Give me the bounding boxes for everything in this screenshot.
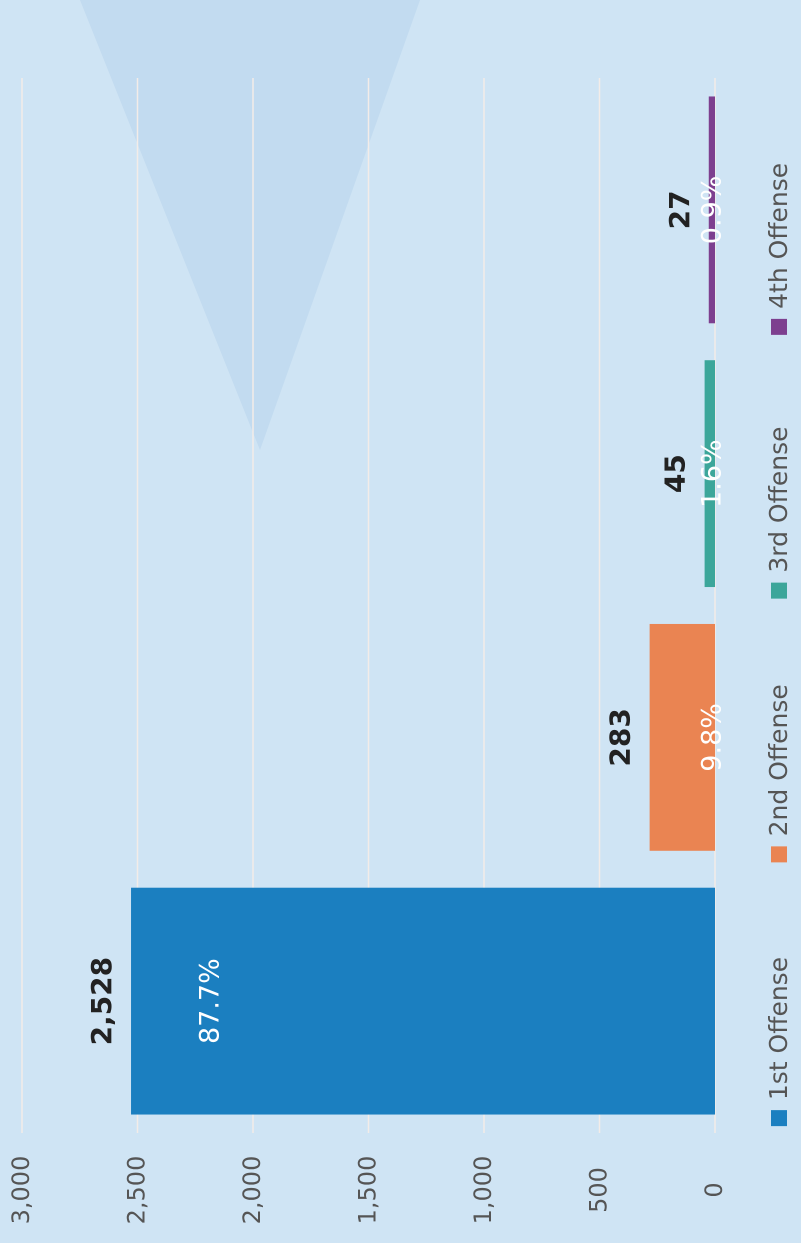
bar <box>131 887 716 1115</box>
value-label: 27 <box>663 190 696 229</box>
share-label: 1.6% <box>697 439 728 508</box>
legend-label: 4th Offense <box>764 163 793 309</box>
share-label: 9.8% <box>697 703 728 772</box>
value-label: 45 <box>659 454 692 493</box>
rotated-chart: 0 500 1,000 1,500 2,000 2,500 3,000 2,528 87.7% 1… <box>7 78 793 1224</box>
legend-swatch <box>771 1110 787 1127</box>
legend-label: 2nd Offense <box>764 684 793 836</box>
y-tick-label: 500 <box>585 1167 613 1213</box>
y-tick-label: 1,500 <box>354 1156 382 1225</box>
y-tick-label: 2,500 <box>123 1156 151 1225</box>
legend-label: 3rd Offense <box>764 427 793 573</box>
bar <box>649 623 716 851</box>
y-tick-label: 2,000 <box>238 1156 266 1225</box>
bar <box>704 360 715 588</box>
bar <box>708 96 716 324</box>
legend-label: 1st Offense <box>764 957 793 1100</box>
share-label: 87.7% <box>195 958 226 1044</box>
watermark <box>80 0 420 450</box>
legend-swatch <box>771 318 787 335</box>
y-tick-label: 3,000 <box>7 1156 35 1225</box>
share-label: 0.9% <box>697 176 728 245</box>
y-tick-label: 0 <box>700 1182 728 1197</box>
value-label: 2,528 <box>85 957 118 1046</box>
legend-swatch <box>771 846 787 863</box>
y-tick-label: 1,000 <box>469 1156 497 1225</box>
legend-swatch <box>771 582 787 599</box>
value-label: 283 <box>604 708 637 766</box>
